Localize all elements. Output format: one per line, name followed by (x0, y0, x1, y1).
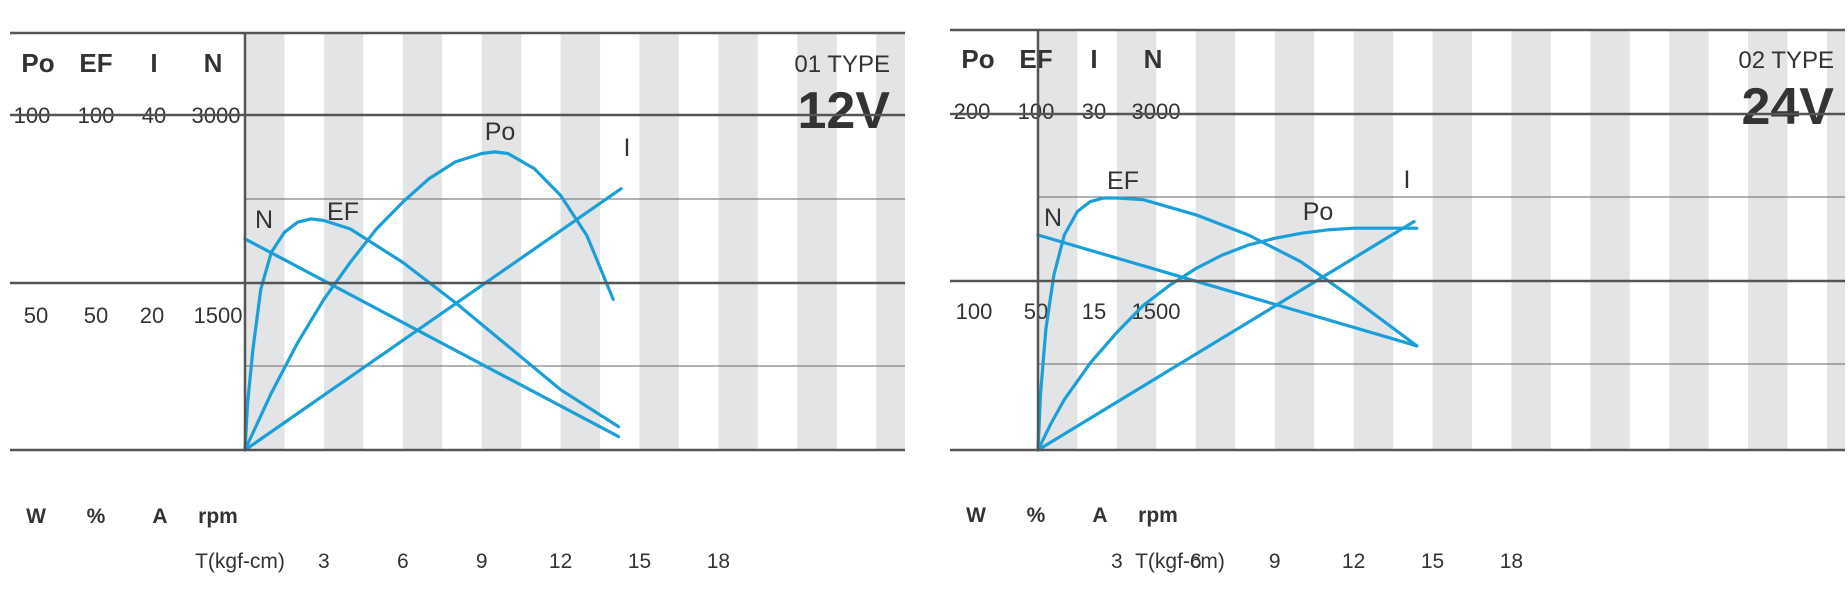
stripe (1274, 30, 1315, 450)
unit-a: A (152, 505, 167, 528)
header-n: N (204, 48, 223, 78)
unit-percent: % (1027, 504, 1046, 527)
stripe (402, 33, 443, 450)
series-label-po: Po (1303, 198, 1334, 226)
x-tick-label: 12 (1342, 550, 1365, 573)
mid-value-po: 100 (956, 299, 993, 324)
x-tick-label: 6 (397, 550, 409, 573)
max-value-i: 30 (1082, 99, 1106, 124)
stripe (481, 33, 522, 450)
header-n: N (1144, 44, 1163, 74)
stripe (1432, 30, 1472, 450)
x-axis-label: T(kgf-cm) (195, 550, 285, 573)
x-tick-label: 15 (628, 550, 651, 573)
series-label-po: Po (485, 118, 516, 146)
frame-lines (10, 31, 905, 452)
stripe (1827, 30, 1845, 450)
unit-rpm: rpm (198, 505, 238, 528)
x-tick-label: 9 (476, 550, 488, 573)
voltage-label: 24V (1741, 78, 1834, 136)
stripe (560, 33, 601, 450)
x-axis-label: T(kgf-cm) (1135, 550, 1225, 573)
x-tick-label: 12 (549, 550, 572, 573)
series-label-i: I (1404, 166, 1411, 194)
gridlines (245, 198, 905, 367)
frame-lines (950, 28, 1845, 452)
type-label: 01 TYPE (794, 51, 890, 78)
x-tick-label: 18 (1500, 550, 1523, 573)
unit-w: W (966, 504, 986, 527)
series-line-po (1036, 226, 1419, 452)
type-label: 02 TYPE (1738, 47, 1834, 74)
mid-value-po: 50 (24, 303, 48, 328)
max-value-n: 3000 (1132, 99, 1181, 124)
unit-a: A (1092, 504, 1107, 527)
header-i: I (1090, 44, 1097, 74)
mid-value-n: 1500 (194, 303, 243, 328)
mid-value-i: 15 (1082, 299, 1106, 324)
chart-svg: Po EF I N 200 100 30 3000 100 50 15 1500… (950, 28, 1845, 573)
stripe (1353, 30, 1394, 450)
series-line-n (243, 237, 621, 439)
header-po: Po (961, 44, 994, 74)
header-ef: EF (1019, 44, 1052, 74)
x-tick-label: 15 (1421, 550, 1444, 573)
gridlines (1038, 196, 1845, 365)
series-line-ef (1036, 196, 1419, 452)
series-label-n: N (255, 206, 273, 234)
chart-svg: Po EF I N 100 100 40 3000 50 50 20 1500 … (10, 31, 905, 573)
unit-w: W (26, 505, 46, 528)
series-line-n (1036, 233, 1419, 348)
chart-panel-02: Po EF I N 200 100 30 3000 100 50 15 1500… (950, 0, 1845, 597)
voltage-label: 12V (797, 82, 890, 140)
curves (1036, 196, 1419, 452)
series-label-n: N (1044, 204, 1062, 232)
x-tick-label: 6 (1190, 550, 1202, 573)
x-tick-label: 18 (707, 550, 730, 573)
background-stripes (245, 33, 905, 450)
mid-value-i: 20 (140, 303, 164, 328)
background-stripes (1038, 30, 1845, 450)
x-tick-label: 3 (1111, 550, 1123, 573)
max-value-ef: 100 (1018, 99, 1055, 124)
series-line-i (243, 187, 623, 452)
curve-labels: Po EF I N (255, 118, 631, 234)
stripe (1116, 30, 1157, 450)
max-value-po: 200 (954, 99, 991, 124)
stripe (639, 33, 679, 450)
header-po: Po (21, 48, 54, 78)
mid-value-ef: 50 (1024, 299, 1048, 324)
stripe (797, 33, 837, 450)
unit-rpm: rpm (1138, 504, 1178, 527)
header-i: I (150, 48, 157, 78)
unit-percent: % (87, 505, 106, 528)
stripe (1748, 30, 1788, 450)
series-label-i: I (624, 134, 631, 162)
curve-labels: Po EF I N (1044, 166, 1411, 232)
x-ticks: 3 6 9 12 15 18 (318, 550, 730, 573)
stripe (1669, 30, 1709, 450)
series-label-ef: EF (1107, 167, 1139, 195)
stripe (1590, 30, 1630, 450)
series-label-ef: EF (327, 198, 359, 226)
x-tick-label: 9 (1269, 550, 1281, 573)
stripe (1511, 30, 1551, 450)
curves (243, 150, 623, 452)
header-ef: EF (79, 48, 112, 78)
chart-panel-01: Po EF I N 100 100 40 3000 50 50 20 1500 … (10, 0, 905, 597)
series-line-ef (243, 217, 621, 452)
stripe (323, 33, 364, 450)
x-ticks: 3 6 9 12 15 18 (1111, 550, 1523, 573)
stripe (1195, 30, 1236, 450)
mid-value-n: 1500 (1132, 299, 1181, 324)
x-tick-label: 3 (318, 550, 330, 573)
mid-value-ef: 50 (84, 303, 108, 328)
series-line-i (1036, 219, 1416, 452)
stripe (718, 33, 758, 450)
stripe (876, 33, 905, 450)
series-line-po (243, 150, 615, 452)
